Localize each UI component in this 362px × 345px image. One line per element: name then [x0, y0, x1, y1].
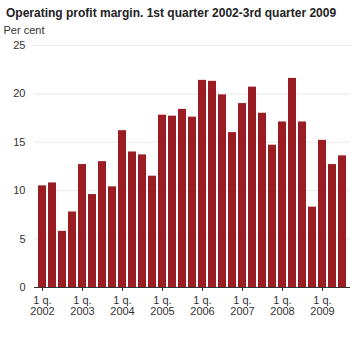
svg-text:10: 10	[13, 184, 25, 196]
svg-text:1 q.2009: 1 q.2009	[310, 294, 334, 317]
svg-text:15: 15	[13, 136, 25, 148]
svg-text:Per cent: Per cent	[4, 24, 45, 36]
svg-text:1 q.2002: 1 q.2002	[30, 294, 54, 317]
svg-text:20: 20	[13, 87, 25, 99]
svg-text:1 q.2006: 1 q.2006	[190, 294, 214, 317]
svg-text:25: 25	[13, 39, 25, 51]
svg-text:0: 0	[19, 281, 25, 293]
svg-text:1 q.2007: 1 q.2007	[230, 294, 254, 317]
html-text:Operating profit margin. 1st q: Operating profit margin. 1st quarter 200…	[6, 6, 337, 20]
svg-text:1 q.2005: 1 q.2005	[150, 294, 174, 317]
svg-text:1 q.2003: 1 q.2003	[70, 294, 94, 317]
svg-text:1 q.2008: 1 q.2008	[270, 294, 294, 317]
svg-text:1 q.2004: 1 q.2004	[110, 294, 134, 317]
svg-text:5: 5	[19, 233, 25, 245]
